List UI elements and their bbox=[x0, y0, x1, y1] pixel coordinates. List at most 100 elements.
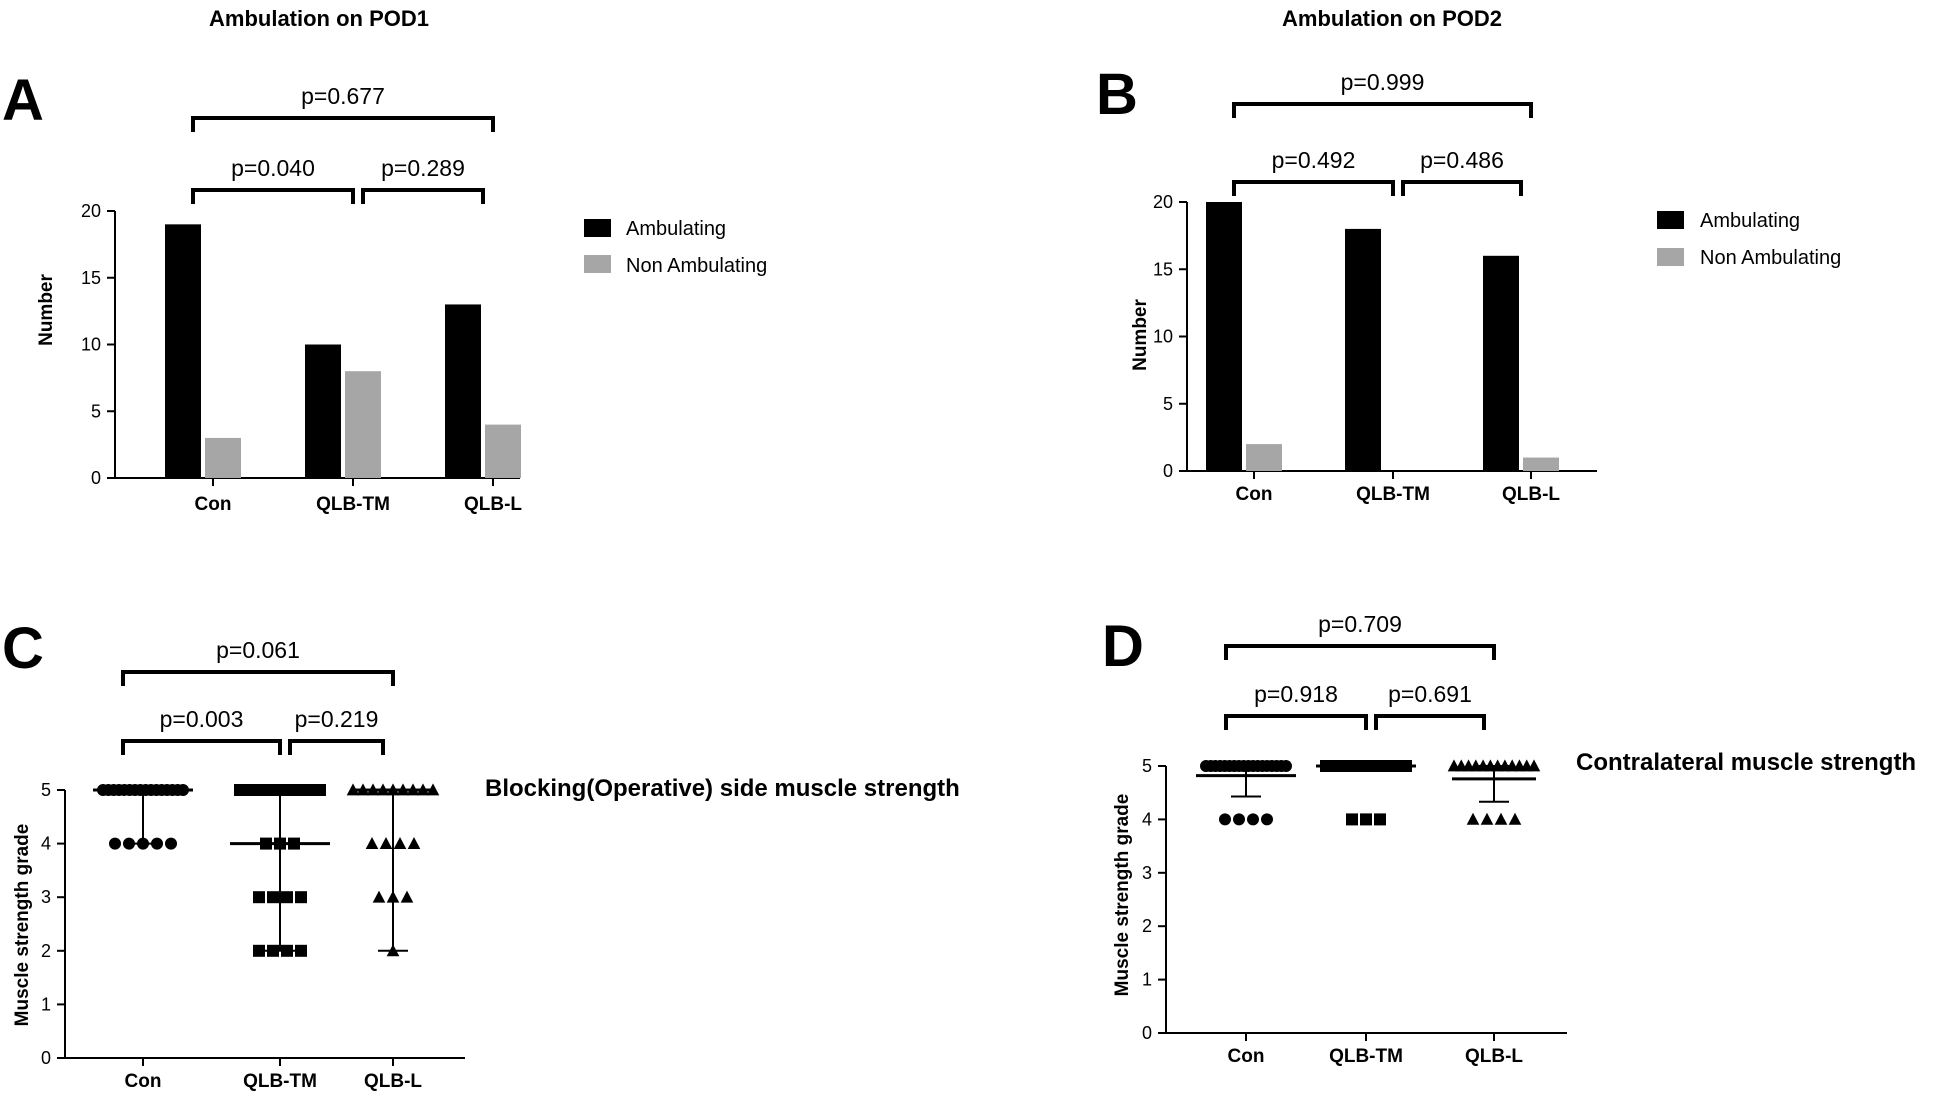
data-point bbox=[1261, 813, 1273, 826]
p-value-label: p=0.709 bbox=[1318, 611, 1402, 637]
x-tick-label: Con bbox=[195, 494, 232, 515]
bar-non-ambulating bbox=[345, 371, 381, 478]
data-point bbox=[267, 944, 279, 957]
panel-c: C Blocking(Operative) side muscle streng… bbox=[2, 616, 960, 1092]
data-point bbox=[281, 891, 293, 904]
legend-label-non-ambulating: Non Ambulating bbox=[1700, 247, 1841, 269]
panel-b: B Ambulation on POD2 Number 0 5 10 15 20 Con Q… bbox=[1096, 6, 1841, 505]
y-tick-label: 4 bbox=[1142, 809, 1152, 829]
significance-bracket bbox=[288, 739, 385, 755]
significance-bracket bbox=[191, 116, 495, 132]
y-tick-label: 0 bbox=[41, 1048, 51, 1068]
x-tick-label: QLB-L bbox=[1502, 484, 1560, 505]
p-value-label: p=0.999 bbox=[1341, 69, 1425, 95]
significance-bracket bbox=[1232, 102, 1533, 118]
legend: Ambulating Non Ambulating bbox=[1657, 210, 1841, 269]
plot-area: 0 1 2 3 4 5 Con QLB-TM QLB-L p=0.003 p=0.219 p=0.06… bbox=[41, 637, 465, 1092]
data-point bbox=[386, 890, 400, 903]
legend-swatch-non-ambulating bbox=[1657, 248, 1684, 266]
significance-bracket bbox=[1401, 180, 1523, 196]
data-point bbox=[1508, 812, 1522, 825]
legend: Ambulating Non Ambulating bbox=[584, 218, 767, 277]
y-axis-label: Number bbox=[36, 274, 57, 346]
data-point bbox=[1466, 812, 1480, 825]
y-tick-label: 15 bbox=[81, 268, 101, 288]
data-point bbox=[1346, 813, 1358, 826]
panel-letter: C bbox=[2, 616, 44, 681]
p-value-label: p=0.918 bbox=[1254, 681, 1338, 707]
y-tick-label: 5 bbox=[1163, 394, 1173, 414]
y-tick-label: 4 bbox=[41, 834, 51, 854]
x-tick-label: Con bbox=[125, 1071, 162, 1092]
bar-non-ambulating bbox=[1246, 444, 1282, 471]
data-point bbox=[295, 891, 307, 904]
panel-letter: D bbox=[1102, 614, 1144, 679]
y-tick-label: 10 bbox=[81, 335, 101, 355]
y-tick-label: 15 bbox=[1153, 259, 1173, 279]
bar-ambulating bbox=[1206, 202, 1242, 471]
data-point bbox=[372, 890, 386, 903]
bar-ambulating bbox=[305, 344, 341, 478]
significance-bracket bbox=[121, 739, 282, 755]
panel-d: D Contralateral muscle strength Muscle s… bbox=[1102, 611, 1916, 1067]
p-value-label: p=0.486 bbox=[1420, 147, 1504, 173]
p-value-label: p=0.691 bbox=[1388, 681, 1472, 707]
bar-non-ambulating bbox=[1523, 457, 1559, 471]
p-value-label: p=0.219 bbox=[295, 706, 379, 732]
bar-non-ambulating bbox=[485, 424, 521, 478]
significance-bracket bbox=[1224, 644, 1496, 660]
y-tick-label: 0 bbox=[91, 468, 101, 488]
y-tick-label: 10 bbox=[1153, 327, 1173, 347]
y-tick-label: 2 bbox=[1142, 916, 1152, 936]
data-point bbox=[281, 944, 293, 957]
y-tick-label: 5 bbox=[91, 401, 101, 421]
data-point bbox=[1360, 813, 1372, 826]
x-tick-label: QLB-TM bbox=[243, 1071, 317, 1092]
bar-ambulating bbox=[165, 224, 201, 478]
data-point bbox=[1233, 813, 1245, 826]
panel-letter: B bbox=[1096, 62, 1138, 127]
data-point bbox=[400, 890, 414, 903]
data-point bbox=[137, 837, 149, 850]
y-tick-label: 1 bbox=[41, 994, 51, 1014]
chart-title: Contralateral muscle strength bbox=[1576, 749, 1916, 776]
significance-bracket bbox=[1224, 714, 1368, 730]
data-point bbox=[1219, 813, 1231, 826]
x-tick-label: QLB-TM bbox=[316, 494, 390, 515]
panel-letter: A bbox=[2, 68, 44, 133]
significance-bracket bbox=[361, 188, 485, 204]
plot-area: 0 1 2 3 4 5 Con QLB-TM QLB-L p=0.918 p=0.691 p=0.70… bbox=[1142, 611, 1567, 1067]
p-value-label: p=0.061 bbox=[216, 637, 300, 663]
y-tick-label: 5 bbox=[41, 780, 51, 800]
chart-title: Blocking(Operative) side muscle strength bbox=[485, 775, 960, 802]
plot-area: 0 5 10 15 20 Con QLB-TM QLB-L p=0.492 p=0.486 p=0.… bbox=[1153, 69, 1597, 505]
data-point bbox=[1480, 812, 1494, 825]
bar-ambulating bbox=[1483, 255, 1519, 471]
x-tick-label: QLB-L bbox=[1465, 1046, 1523, 1067]
data-point bbox=[267, 891, 279, 904]
data-point bbox=[386, 944, 400, 957]
x-tick-label: QLB-L bbox=[464, 494, 522, 515]
p-value-label: p=0.003 bbox=[160, 706, 244, 732]
data-point bbox=[123, 837, 135, 850]
p-value-label: p=0.289 bbox=[381, 155, 465, 181]
chart-title: Ambulation on POD1 bbox=[209, 6, 429, 31]
data-point bbox=[365, 837, 379, 849]
data-point bbox=[1247, 813, 1259, 826]
legend-swatch-ambulating bbox=[584, 219, 611, 237]
y-tick-label: 0 bbox=[1142, 1023, 1152, 1043]
data-point bbox=[379, 837, 393, 849]
x-tick-label: QLB-TM bbox=[1329, 1046, 1403, 1067]
bar-non-ambulating bbox=[205, 437, 241, 478]
data-point bbox=[1280, 760, 1292, 772]
data-point bbox=[151, 837, 163, 850]
y-axis-label: Number bbox=[1130, 299, 1151, 371]
data-point bbox=[393, 837, 407, 849]
p-value-label: p=0.492 bbox=[1272, 147, 1356, 173]
y-tick-label: 2 bbox=[41, 941, 51, 961]
y-axis-label: Muscle strength grade bbox=[12, 824, 33, 1027]
x-tick-label: QLB-TM bbox=[1356, 484, 1430, 505]
significance-bracket bbox=[1374, 714, 1486, 730]
significance-bracket bbox=[121, 670, 395, 686]
legend-swatch-non-ambulating bbox=[584, 255, 611, 273]
